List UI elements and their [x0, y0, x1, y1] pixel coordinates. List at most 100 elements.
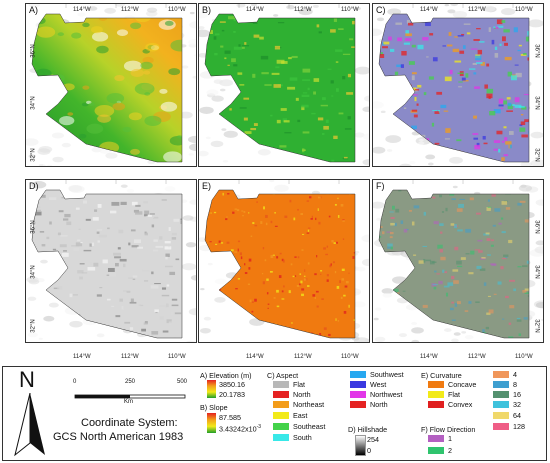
legend-label-64: 64 [513, 411, 521, 420]
elevation-max: 3850.16 [219, 380, 245, 389]
slope-title: B) Slope [200, 403, 228, 412]
legend-label-north: North [370, 400, 388, 409]
lat-tick-left-top-2: 32°N [30, 148, 37, 162]
lon-tick-top-1-2: 110°W [341, 7, 359, 13]
legend-swatch-convex [428, 401, 444, 408]
legend-label-southwest: Southwest [370, 370, 404, 379]
legend-swatch-flat [273, 381, 289, 388]
slope-min-value: 3.43242x10 [219, 424, 257, 434]
scale-unit: Km [124, 399, 133, 405]
map-panel-a: A) [25, 3, 197, 167]
legend-swatch-west [350, 381, 366, 388]
panel-label-c: C) [376, 5, 386, 15]
lon-tick-top-0-0: 114°W [73, 7, 91, 13]
scale-tick-250: 250 [125, 379, 136, 385]
lat-tick-right-top-0: 36°N [533, 44, 540, 58]
legend-swatch-concave [428, 381, 444, 388]
legend-label-south: South [293, 433, 312, 442]
legend-swatch-2 [428, 447, 444, 454]
scale-bar [74, 394, 186, 399]
legend-swatch-32 [493, 401, 509, 408]
map-panel-d: D) [25, 179, 197, 343]
curvature-title: E) Curvature [421, 371, 462, 380]
lon-tick-top-2-2: 110°W [515, 7, 533, 13]
slope-min-exponent: -3 [256, 424, 262, 430]
legend-swatch-east [273, 412, 289, 419]
lon-tick-top-0-1: 112°W [121, 7, 139, 13]
legend-label-convex: Convex [448, 400, 473, 409]
lon-tick-bottom-1-1: 112°W [294, 354, 312, 360]
lat-tick-left-top-1: 34°N [30, 96, 37, 110]
legend-swatch-north [350, 401, 366, 408]
lon-tick-bottom-1-2: 110°W [341, 354, 359, 360]
panel-label-f: F) [376, 181, 385, 191]
legend-swatch-northwest [350, 391, 366, 398]
coord-system-name: GCS North American 1983 [53, 431, 184, 443]
legend-label-northeast: Northeast [293, 400, 325, 409]
map-panel-f: F) [372, 179, 544, 343]
lon-tick-top-2-0: 114°W [420, 7, 438, 13]
legend-label-4: 4 [513, 370, 517, 379]
legend-label-flat: Flat [293, 380, 305, 389]
panel-label-b: B) [202, 5, 211, 15]
legend-label-8: 8 [513, 380, 517, 389]
legend-swatch-flat [428, 391, 444, 398]
slope-ramp [207, 413, 216, 433]
legend-swatch-north [273, 391, 289, 398]
slope-min: 3.43242x10-3 [219, 424, 261, 433]
legend-label-128: 128 [513, 422, 525, 431]
flow-direction-title: F) Flow Direction [421, 425, 476, 434]
lat-tick-right-top-2: 32°N [533, 148, 540, 162]
legend-swatch-northeast [273, 401, 289, 408]
elevation-title: A) Elevation (m) [200, 371, 252, 380]
scale-tick-0: 0 [73, 379, 77, 385]
aspect-title: C) Aspect [267, 371, 299, 380]
legend-swatch-8 [493, 381, 509, 388]
lat-tick-left-bottom-2: 32°N [30, 319, 37, 333]
legend-label-2: 2 [448, 446, 452, 455]
elevation-ramp [207, 380, 216, 398]
legend-label-flat: Flat [448, 390, 460, 399]
hillshade-ramp [355, 435, 366, 456]
legend-label-32: 32 [513, 400, 521, 409]
legend-swatch-16 [493, 391, 509, 398]
elevation-min: 20.1783 [219, 390, 245, 399]
map-legend: N 0 250 500 Km Coordinate System: GCS No… [2, 366, 547, 461]
panel-label-a: A) [29, 5, 38, 15]
hillshade-title: D) Hillshade [348, 425, 388, 434]
lon-tick-top-1-0: 114°W [246, 7, 264, 13]
legend-label-concave: Concave [448, 380, 477, 389]
north-arrow-label: N [19, 367, 35, 392]
legend-swatch-southwest [350, 371, 366, 378]
coord-system-title: Coordinate System: [81, 417, 178, 429]
lon-tick-bottom-0-0: 114°W [73, 354, 91, 360]
legend-swatch-1 [428, 435, 444, 442]
lon-tick-bottom-0-2: 110°W [168, 354, 186, 360]
legend-swatch-128 [493, 423, 509, 430]
panel-label-e: E) [202, 181, 211, 191]
legend-label-east: East [293, 411, 308, 420]
legend-swatch-south [273, 434, 289, 441]
legend-swatch-4 [493, 371, 509, 378]
map-panel-c: C) [372, 3, 544, 167]
map-panel-e: E) [198, 179, 370, 343]
lat-tick-right-bottom-2: 32°N [533, 319, 540, 333]
lat-tick-left-top-0: 36°N [30, 44, 37, 58]
legend-swatch-southeast [273, 423, 289, 430]
slope-max: 87.585 [219, 413, 241, 422]
lat-tick-right-bottom-0: 36°N [533, 220, 540, 234]
legend-label-1: 1 [448, 434, 452, 443]
lon-tick-top-2-1: 112°W [468, 7, 486, 13]
lon-tick-top-1-1: 112°W [294, 7, 312, 13]
map-panel-b: B) [198, 3, 370, 167]
lat-tick-left-bottom-0: 36°N [30, 220, 37, 234]
hillshade-min: 0 [367, 446, 371, 455]
legend-label-southeast: Southeast [293, 422, 326, 431]
lat-tick-right-bottom-1: 34°N [533, 265, 540, 279]
lon-tick-top-0-2: 110°W [168, 7, 186, 13]
lon-tick-bottom-1-0: 114°W [246, 354, 264, 360]
legend-swatch-64 [493, 412, 509, 419]
panel-label-d: D) [29, 181, 39, 191]
legend-label-northwest: Northwest [370, 390, 403, 399]
north-arrow-icon [14, 393, 45, 457]
